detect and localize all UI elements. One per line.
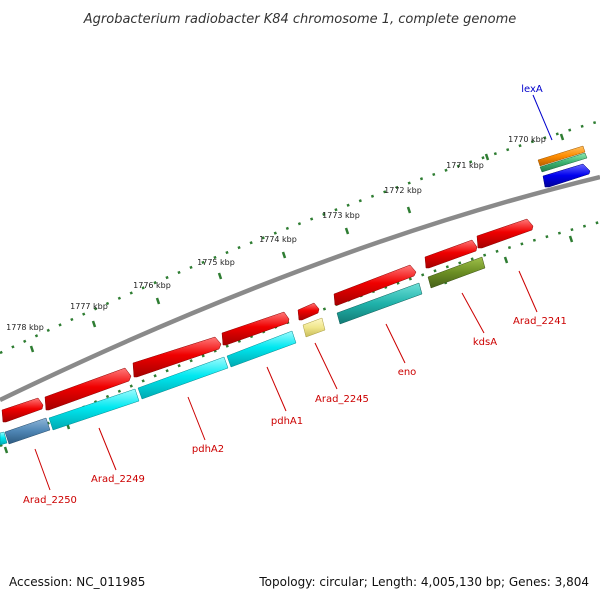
gene-arrow[interactable] [132,336,222,378]
gene-lexA-group[interactable] [537,145,591,188]
major-tick [155,297,161,305]
outer-scale-ring [0,119,600,355]
major-tick [406,206,412,214]
topology-text: Topology: circular; Length: 4,005,130 bp… [259,575,589,589]
forward-genes[interactable] [1,218,534,423]
gene-label-kdsA: kdsA [473,337,497,348]
gene-eno-block[interactable] [336,282,423,325]
gene-orange-block[interactable] [537,145,586,167]
scale-label-1776: 1776 kbp [133,281,171,290]
scale-label-1773: 1773 kbp [322,211,360,220]
genome-backbone [0,174,600,403]
gene-pdhA2-block[interactable] [137,356,229,400]
gene-label-Arad_2245: Arad_2245 [315,394,369,405]
reverse-genes[interactable] [0,256,486,446]
major-tick [281,251,287,259]
scale-labels: 1770 kbp 1771 kbp 1772 kbp 1773 kbp 1774… [6,135,546,332]
gene-arrow[interactable] [1,397,44,423]
gene-label-Arad_2241: Arad_2241 [513,316,567,327]
leader-eno [385,323,406,364]
scale-label-1770: 1770 kbp [508,135,546,144]
gene-label-lexA: lexA [521,84,543,95]
gene-green-block[interactable] [539,152,588,173]
gene-arrow[interactable] [297,302,320,321]
major-tick [344,227,350,235]
gene-label-Arad_2249: Arad_2249 [91,474,145,485]
leader-Arad_2245 [314,342,338,390]
gene-Arad_2249-block[interactable] [48,388,140,431]
scale-label-1774: 1774 kbp [259,235,297,244]
leader-Arad_2241 [518,270,538,313]
gene-cut-block[interactable] [0,431,8,446]
scale-label-1778: 1778 kbp [6,323,44,332]
leader-kdsA [461,292,485,334]
leader-Arad_2249 [98,427,117,471]
scale-label-1771: 1771 kbp [446,161,484,170]
outer-major-ticks [29,133,565,353]
gene-Arad_2245-block[interactable] [302,317,326,338]
gene-labels: kdsA Arad_2241 eno Arad_2245 pdhA1 pdhA2… [23,316,567,506]
gene-arrow[interactable] [424,239,478,269]
major-tick [568,235,574,243]
gene-pdhA1-block[interactable] [226,330,297,368]
major-tick [503,256,509,264]
leader-pdhA2 [187,396,206,441]
gene-Arad_2250-block[interactable] [4,417,51,445]
gene-arrow[interactable] [221,311,290,346]
gene-label-eno: eno [398,367,417,378]
major-tick [3,446,9,454]
accession-text: Accession: NC_011985 [9,575,146,589]
scale-label-1777: 1777 kbp [70,302,108,311]
major-tick [91,320,97,328]
gene-arrow[interactable] [333,264,417,306]
leader-Arad_2250 [34,448,51,491]
major-tick [484,153,490,161]
gene-arrow[interactable] [476,218,534,249]
leader-pdhA1 [266,366,287,412]
gene-lexA-leader [532,94,553,141]
gene-lexA-arrow[interactable] [542,163,591,188]
scale-label-1772: 1772 kbp [384,186,422,195]
gene-leaders [34,270,538,491]
map-title: Agrobacterium radiobacter K84 chromosome… [83,12,516,27]
gene-kdsA-block[interactable] [427,256,486,289]
major-tick [217,272,223,280]
major-tick [29,345,35,353]
gene-label-pdhA1: pdhA1 [271,416,303,427]
gene-label-Arad_2250: Arad_2250 [23,495,77,506]
gene-arrow[interactable] [44,367,132,411]
major-tick [559,133,565,141]
scale-label-1775: 1775 kbp [197,258,235,267]
gene-label-pdhA2: pdhA2 [192,444,224,455]
